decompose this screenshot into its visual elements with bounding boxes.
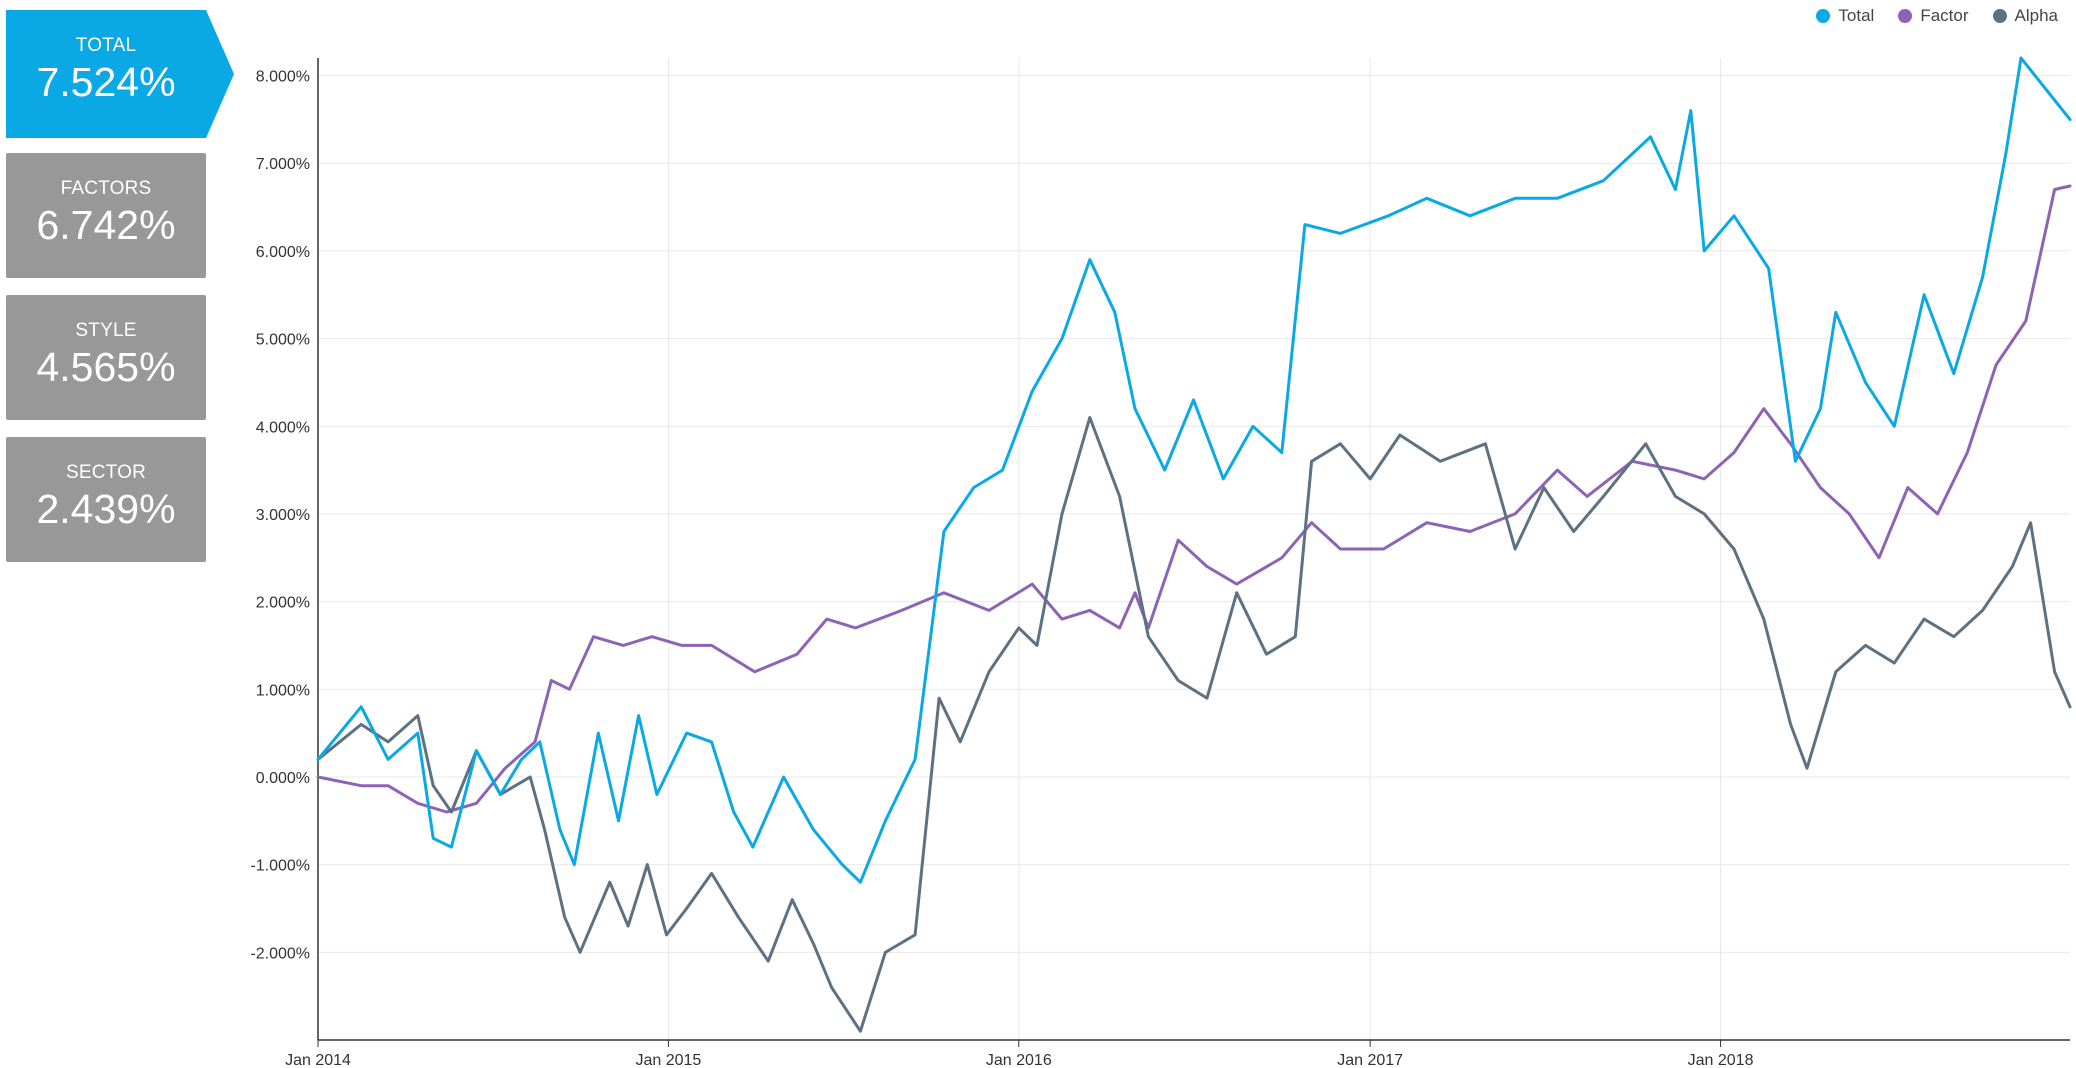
y-tick-label: 3.000% (256, 507, 310, 524)
series-line-alpha (316, 416, 2072, 1033)
legend-item-total[interactable]: Total (1816, 6, 1874, 26)
series-line-total (316, 56, 2072, 884)
x-tick-label: Jan 2016 (986, 1052, 1052, 1068)
total-card-label: TOTAL (75, 35, 137, 56)
y-tick-label: 8.000% (256, 69, 310, 86)
x-tick-label: Jan 2015 (635, 1052, 701, 1068)
x-tick-label: Jan 2018 (1688, 1052, 1754, 1068)
legend-dot-factor (1898, 9, 1913, 23)
legend-label-alpha: Alpha (2014, 6, 2058, 25)
y-tick-label: -2.000% (250, 945, 310, 962)
style-card-label: STYLE (75, 320, 137, 341)
chart-legend: Total Factor Alpha (1816, 6, 2058, 26)
style-card-value: 4.565% (36, 344, 176, 390)
factors-card[interactable]: FACTORS 6.742% (6, 153, 206, 278)
total-card[interactable]: TOTAL 7.524% (6, 10, 234, 138)
factors-card-value: 6.742% (36, 202, 176, 248)
sector-card-label: SECTOR (65, 462, 147, 483)
factors-card-label: FACTORS (60, 178, 152, 199)
y-tick-label: 2.000% (256, 595, 310, 612)
x-tick-label: Jan 2017 (1337, 1052, 1403, 1068)
legend-label-total: Total (1838, 6, 1875, 25)
sector-card[interactable]: SECTOR 2.439% (6, 437, 206, 562)
style-card[interactable]: STYLE 4.565% (6, 295, 206, 420)
series-line-factor (316, 184, 2072, 814)
y-tick-label: 5.000% (256, 332, 310, 349)
sector-card-value: 2.439% (36, 486, 176, 532)
total-card-value: 7.524% (36, 59, 176, 105)
legend-label-factor: Factor (1920, 6, 1969, 25)
y-tick-label: 4.000% (256, 419, 310, 436)
legend-dot-total (1816, 9, 1831, 23)
legend-item-alpha[interactable]: Alpha (1992, 6, 2058, 26)
x-tick-label: Jan 2014 (285, 1052, 351, 1068)
y-tick-label: 7.000% (256, 156, 310, 173)
y-tick-label: 6.000% (256, 244, 310, 261)
legend-dot-alpha (1992, 9, 2007, 23)
legend-item-factor[interactable]: Factor (1898, 6, 1969, 26)
y-tick-label: 1.000% (256, 682, 310, 699)
y-tick-label: 0.000% (256, 770, 310, 787)
y-tick-label: -1.000% (250, 858, 310, 875)
